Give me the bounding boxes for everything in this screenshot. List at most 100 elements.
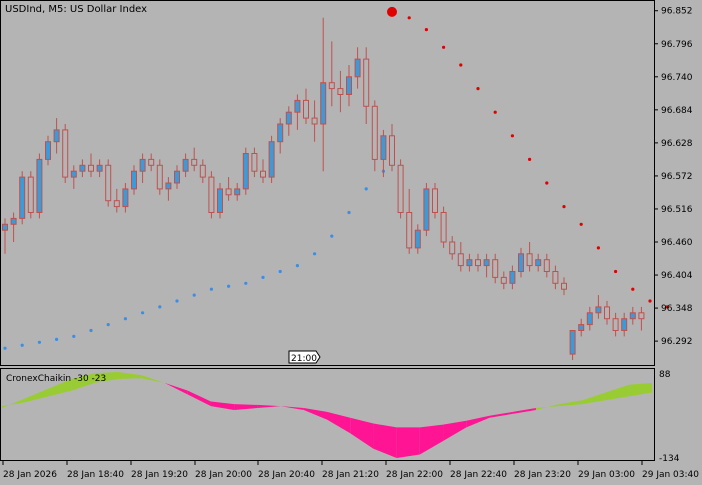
oscillator-band-11 xyxy=(257,404,281,409)
crosshair-time-label: 21:00 xyxy=(288,350,321,364)
sar-dot-down-12 xyxy=(596,246,601,250)
candle-body-45 xyxy=(389,135,395,166)
candle-65 xyxy=(561,277,567,296)
oscillator-band-7 xyxy=(164,382,188,395)
oscillator-band-21 xyxy=(489,411,513,418)
candle-body-62 xyxy=(535,259,542,267)
candle-body-71 xyxy=(612,318,619,332)
candle-body-6 xyxy=(53,129,60,143)
candle-body-24 xyxy=(208,176,215,214)
candle-body-2 xyxy=(19,176,26,219)
candle-22 xyxy=(191,147,198,172)
candle-12 xyxy=(105,159,112,207)
sar-dot-down-3 xyxy=(442,45,446,49)
oscillator-band-17 xyxy=(396,427,420,458)
oscillator-band-3 xyxy=(71,373,95,391)
candle-55 xyxy=(475,253,481,272)
candle-body-61 xyxy=(526,253,533,267)
candle-body-8 xyxy=(70,170,77,178)
oscillator-band-10 xyxy=(234,404,258,410)
candle-41 xyxy=(354,47,361,89)
candle-body-68 xyxy=(586,312,593,326)
candle-body-7 xyxy=(62,129,69,178)
sar-dot-down-10 xyxy=(562,205,566,209)
candle-27 xyxy=(234,183,241,201)
candle-60 xyxy=(518,247,524,278)
candle-body-5 xyxy=(45,141,51,160)
candle-0 xyxy=(2,218,8,254)
candle-13 xyxy=(113,188,120,213)
candle-42 xyxy=(363,47,370,124)
candle-53 xyxy=(457,242,464,272)
sar-dot-up-19 xyxy=(330,234,334,238)
sar-dot-up-10 xyxy=(175,299,179,303)
candle-body-43 xyxy=(371,105,378,160)
time-axis: 28 Jan 2026 28 Jan 18:40 28 Jan 19:20 28 Ja… xyxy=(2,461,699,480)
candle-3 xyxy=(27,171,34,219)
candle-body-15 xyxy=(131,170,137,190)
sar-dot-up-11 xyxy=(192,293,196,297)
candle-body-74 xyxy=(638,312,645,320)
price-pane[interactable] xyxy=(0,0,655,366)
candle-body-32 xyxy=(277,123,284,143)
oscillator-band-12 xyxy=(280,406,304,410)
candle-body-37 xyxy=(320,82,327,125)
candle-14 xyxy=(122,183,129,213)
sar-dot-up-16 xyxy=(278,269,282,274)
sar-dot-down-11 xyxy=(579,222,583,226)
candle-8 xyxy=(70,165,77,189)
sar-dot-down-5 xyxy=(476,87,480,91)
candle-52 xyxy=(449,236,456,260)
indicator-pane[interactable] xyxy=(0,368,655,461)
candle-50 xyxy=(432,183,438,219)
oscillator-band-0 xyxy=(2,398,26,409)
candle-2 xyxy=(19,171,26,225)
candle-7 xyxy=(62,124,69,183)
candle-4 xyxy=(36,153,43,219)
sar-dot-down-7 xyxy=(510,134,514,138)
candle-body-46 xyxy=(397,164,404,214)
candle-58 xyxy=(500,271,507,290)
sar-dot-up-13 xyxy=(227,284,231,288)
candle-body-20 xyxy=(174,170,180,184)
oscillator-band-8 xyxy=(187,390,211,407)
sar-dot-down-8 xyxy=(528,157,532,161)
oscillator-band-2 xyxy=(48,378,72,397)
time-tick-label-0: 28 Jan 2026 xyxy=(3,470,57,480)
parabolic-sar-layer xyxy=(3,6,669,350)
candle-body-47 xyxy=(406,212,413,249)
crosshair-time-text: 21:00 xyxy=(291,354,317,364)
candle-16 xyxy=(139,153,146,183)
candle-72 xyxy=(621,312,628,337)
price-tick-label-2: 96.740 xyxy=(661,73,693,83)
candle-49 xyxy=(423,183,430,237)
sar-dot-down-1 xyxy=(407,16,411,20)
sar-dot-up-9 xyxy=(158,305,162,309)
candle-46 xyxy=(397,159,404,219)
time-tick-label-9: 29 Jan 03:00 xyxy=(578,470,635,480)
sar-dot-up-20 xyxy=(347,210,351,215)
candle-body-36 xyxy=(311,117,318,125)
sar-dot-down-2 xyxy=(424,28,428,32)
sar-dot-up-14 xyxy=(244,281,248,285)
oscillator-band-15 xyxy=(350,417,374,449)
candle-9 xyxy=(79,159,86,178)
indicator-scale-top: 88 xyxy=(659,370,671,380)
candle-62 xyxy=(535,253,542,272)
candle-26 xyxy=(225,177,232,201)
oscillator-band-24 xyxy=(559,400,583,407)
candle-body-64 xyxy=(552,271,559,284)
sar-dot-up-17 xyxy=(295,264,299,268)
candle-body-41 xyxy=(354,58,361,78)
price-tick-label-9: 96.348 xyxy=(661,304,693,314)
candle-body-55 xyxy=(475,259,481,267)
sar-dot-up-5 xyxy=(89,328,93,333)
candle-69 xyxy=(595,295,602,319)
oscillator-band-27 xyxy=(628,382,652,397)
sar-dot-up-18 xyxy=(313,252,317,256)
candle-body-58 xyxy=(500,276,507,284)
oscillator-band-14 xyxy=(327,411,351,434)
oscillator-band-4 xyxy=(94,372,119,383)
candle-56 xyxy=(483,253,490,278)
